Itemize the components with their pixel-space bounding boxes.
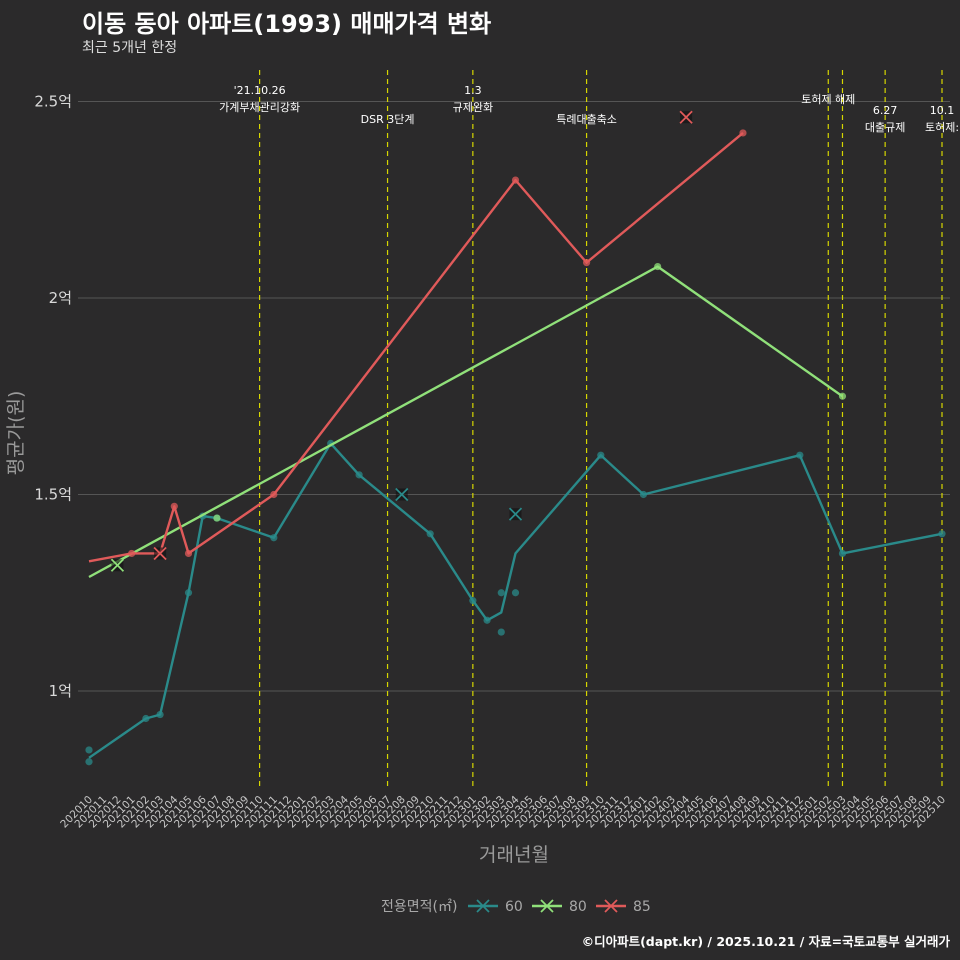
- data-point-85: [739, 129, 747, 137]
- legend-item-85: 85: [596, 899, 651, 915]
- data-point-80: [213, 514, 221, 522]
- series-line-80: [88, 265, 844, 579]
- data-point-85: [184, 549, 193, 558]
- legend-label: 85: [633, 899, 651, 915]
- data-point-60: [497, 589, 505, 597]
- data-point-60: [838, 549, 847, 558]
- event-annotation: 토허제:: [925, 121, 959, 134]
- y-tick-label: 2억: [49, 289, 72, 307]
- data-point-60: [497, 628, 505, 636]
- legend-swatch-x-stroke: [476, 899, 490, 913]
- cancelled-mark-60-stroke: [508, 507, 523, 521]
- event-annotation: 10.1: [930, 104, 955, 117]
- data-point-85: [170, 502, 178, 510]
- data-point-60: [184, 589, 193, 597]
- series-60: [85, 439, 946, 766]
- legend-label: 60: [505, 899, 523, 915]
- source-caption: ©디아파트(dapt.kr) / 2025.10.21 / 자료=국토교통부 실…: [581, 934, 950, 949]
- cancelled-mark-60-stroke: [395, 487, 409, 502]
- legend: 전용면적(㎡) 60 80 85: [381, 899, 651, 915]
- legend-swatch-x-stroke: [540, 899, 554, 913]
- data-point-60: [597, 451, 605, 459]
- legend-item-80: 80: [532, 899, 587, 915]
- data-point-85: [582, 259, 591, 267]
- data-point-85: [270, 490, 278, 499]
- legend-label: 80: [569, 899, 587, 915]
- legend-swatch-x-stroke: [604, 899, 618, 913]
- series-80: [88, 262, 847, 579]
- cancelled-mark-60: [395, 487, 409, 502]
- y-tick-label: 1.5억: [34, 486, 72, 504]
- x-axis-title: 거래년월: [479, 844, 549, 866]
- data-point-60: [270, 534, 278, 542]
- series-85: [88, 110, 747, 563]
- data-point-60: [796, 451, 804, 459]
- cancelled-mark-80: [110, 558, 125, 572]
- data-point-60: [511, 589, 520, 597]
- legend-item-60: 60: [468, 899, 523, 915]
- event-annotation: 규제완화: [453, 101, 493, 114]
- data-point-60: [142, 714, 150, 723]
- data-point-80: [838, 392, 847, 400]
- cancelled-mark-85: [679, 110, 693, 124]
- data-point-60: [469, 597, 477, 605]
- y-axis-title: 평균가(원): [5, 391, 27, 476]
- event-lines: [259, 70, 943, 790]
- event-annotation: 대출규제: [865, 121, 905, 134]
- event-annotation: 특례대출축소: [556, 113, 617, 126]
- chart-title: 이동 동아 아파트(1993) 매매가격 변화: [82, 10, 492, 38]
- data-point-85: [511, 176, 520, 184]
- data-point-60: [156, 710, 164, 719]
- event-annotation: DSR 3단계: [361, 113, 415, 126]
- data-point-80: [654, 262, 662, 271]
- series-line-60: [88, 442, 943, 759]
- cancelled-mark-60: [508, 507, 523, 521]
- cancelled-mark-85-stroke: [679, 110, 693, 124]
- legend-swatch-x: [604, 899, 618, 913]
- event-annotation: '21.10.26: [234, 84, 286, 97]
- grid-layer: [78, 101, 950, 692]
- axis-layer: 1억1.5억2억2.5억2020102020112020122021012021…: [34, 93, 948, 831]
- cancelled-mark-80-stroke: [110, 558, 125, 572]
- legend-swatch-x: [476, 899, 490, 913]
- y-tick-label: 1억: [49, 682, 72, 700]
- data-point-60: [85, 746, 93, 754]
- data-point-60: [938, 530, 946, 538]
- data-point-60: [85, 758, 93, 766]
- chart-subtitle: 최근 5개년 한정: [82, 40, 178, 56]
- data-point-60: [426, 530, 434, 538]
- y-tick-label: 2.5억: [34, 93, 72, 111]
- data-point-60: [483, 616, 491, 624]
- event-annotation: 가계부채관리강화: [219, 101, 300, 114]
- event-annotation: 6.27: [873, 104, 898, 117]
- legend-swatch-x: [540, 899, 554, 913]
- legend-title: 전용면적(㎡): [381, 899, 457, 915]
- cancelled-mark-85: [153, 546, 167, 561]
- series-layer: [85, 110, 946, 766]
- cancelled-mark-85-stroke: [153, 546, 167, 561]
- event-annotation: 1.3: [464, 84, 482, 97]
- event-annotation: 토허제 해제: [801, 92, 855, 106]
- data-point-60: [355, 471, 363, 479]
- data-point-60: [639, 490, 648, 499]
- data-point-85: [128, 549, 136, 558]
